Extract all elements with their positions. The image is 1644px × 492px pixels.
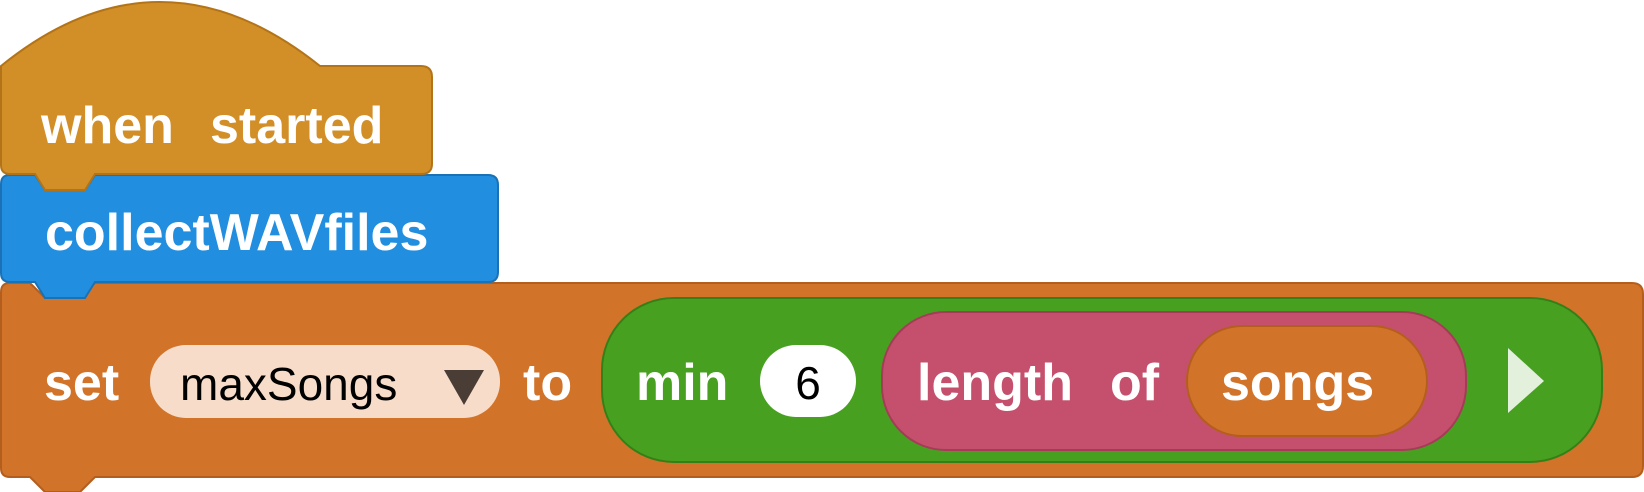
songs-variable-body[interactable]	[1186, 325, 1428, 437]
songs-variable[interactable]: songs	[1186, 325, 1428, 437]
min-label: min	[636, 354, 728, 412]
variable-pill[interactable]	[150, 345, 500, 418]
min-block[interactable]: min 6 length of songs	[601, 297, 1603, 463]
triangle-down-icon[interactable]	[444, 370, 484, 405]
to-label: to	[523, 354, 572, 412]
min-number-value: 6	[795, 357, 821, 409]
started-label: started	[210, 97, 383, 155]
when-started-block[interactable]: when started	[0, 0, 433, 191]
songs-label: songs	[1221, 354, 1374, 412]
of-label: of	[1110, 354, 1160, 412]
when-label: when	[40, 97, 174, 155]
when-started-block-body[interactable]	[0, 0, 433, 191]
length-label: length	[917, 354, 1073, 412]
variable-name: maxSongs	[180, 358, 397, 410]
collect-wav-files-block[interactable]: collectWAVfiles	[0, 174, 499, 299]
set-label: set	[44, 354, 119, 412]
length-of-block[interactable]: length of songs	[881, 311, 1467, 451]
variable-dropdown[interactable]: maxSongs	[150, 345, 500, 418]
min-number-input[interactable]	[760, 345, 856, 417]
set-block[interactable]: set maxSongs to min 6 length of so	[0, 282, 1644, 492]
triangle-right-icon[interactable]	[1508, 348, 1544, 413]
collect-wav-files-block-body[interactable]	[0, 174, 499, 299]
collect-wav-files-label: collectWAVfiles	[45, 204, 428, 262]
